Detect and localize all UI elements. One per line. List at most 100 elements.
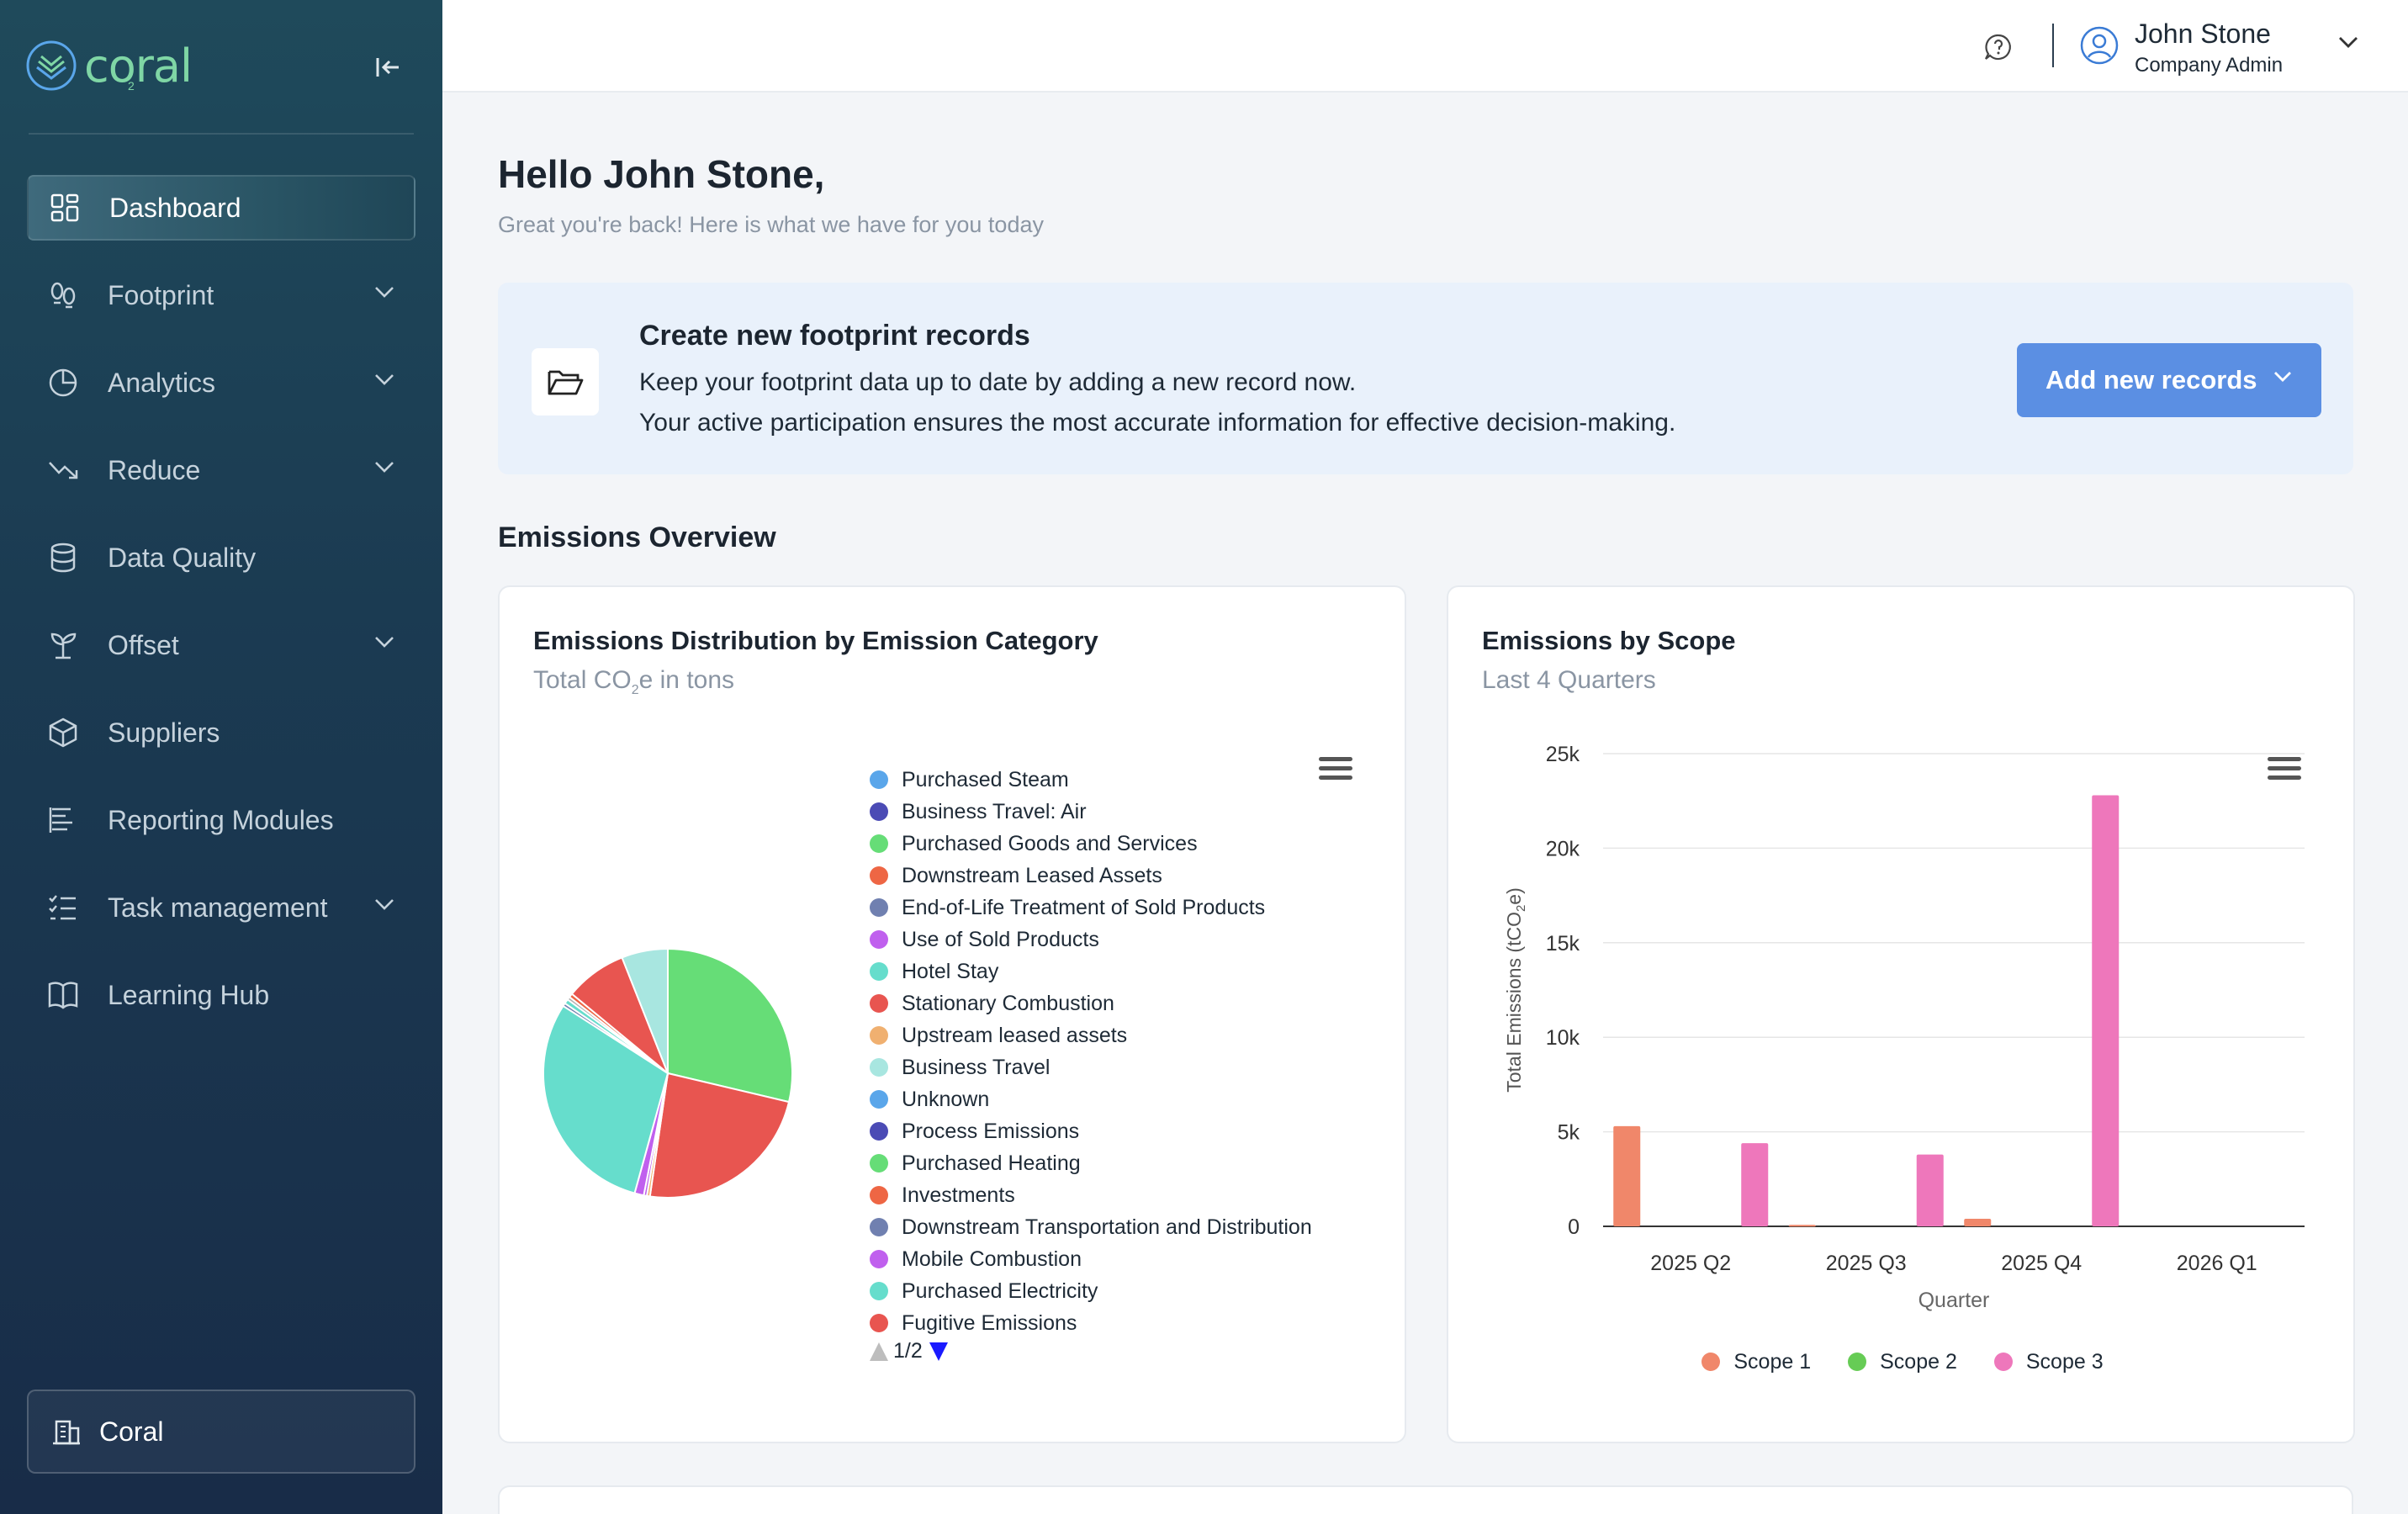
legend-item[interactable]: Purchased Goods and Services bbox=[870, 828, 1312, 860]
report-icon bbox=[47, 804, 79, 836]
header-divider bbox=[2052, 24, 2054, 67]
sidebar-item-label: Suppliers bbox=[108, 717, 220, 748]
chart-menu-hamburger-icon[interactable] bbox=[2268, 757, 2301, 786]
user-avatar-icon[interactable] bbox=[2079, 25, 2120, 66]
y-tick-label: 15k bbox=[1546, 932, 1580, 956]
legend-dot bbox=[870, 1122, 888, 1141]
building-icon bbox=[50, 1416, 82, 1448]
task-list-icon bbox=[47, 892, 79, 924]
legend-pager: 1/2 bbox=[870, 1339, 948, 1363]
sidebar-item-analytics[interactable]: Analytics bbox=[27, 350, 415, 416]
sidebar-item-data-quality[interactable]: Data Quality bbox=[27, 525, 415, 590]
legend-item[interactable]: Scope 1 bbox=[1701, 1346, 1811, 1378]
sidebar-item-offset[interactable]: Offset bbox=[27, 612, 415, 678]
bar[interactable] bbox=[1613, 1125, 1641, 1226]
plant-icon bbox=[47, 629, 79, 661]
bar[interactable] bbox=[1741, 1143, 1769, 1226]
organization-switcher[interactable]: Coral bbox=[27, 1390, 415, 1474]
pie-slice[interactable] bbox=[542, 1004, 669, 1194]
logo-subscript: 2 bbox=[128, 79, 135, 93]
legend-label: Stationary Combustion bbox=[902, 991, 1114, 1015]
legend-dot bbox=[870, 898, 888, 917]
legend-item[interactable]: Downstream Leased Assets bbox=[870, 860, 1312, 892]
legend-item[interactable]: Hotel Stay bbox=[870, 956, 1312, 987]
legend-item[interactable]: Unknown bbox=[870, 1083, 1312, 1115]
emissions-distribution-card: Emissions Distribution by Emission Categ… bbox=[498, 585, 1406, 1443]
sidebar-item-label: Data Quality bbox=[108, 542, 257, 573]
legend-dot bbox=[870, 962, 888, 981]
bar[interactable] bbox=[1916, 1154, 1944, 1226]
x-axis-label: Quarter bbox=[1918, 1289, 1990, 1312]
legend-item[interactable]: Business Travel: Air bbox=[870, 796, 1312, 828]
add-new-records-button[interactable]: Add new records bbox=[2017, 343, 2321, 417]
coral-logo[interactable]: coral 2 bbox=[25, 39, 193, 93]
sidebar-item-label: Footprint bbox=[108, 279, 214, 310]
legend-item[interactable]: Fugitive Emissions bbox=[870, 1307, 1312, 1339]
next-card bbox=[498, 1485, 2353, 1514]
sidebar-item-label: Reduce bbox=[108, 454, 201, 485]
legend-label: Unknown bbox=[902, 1087, 990, 1111]
pie-slice[interactable] bbox=[621, 947, 669, 1074]
emissions-overview-title: Emissions Overview bbox=[498, 521, 776, 553]
legend-item[interactable]: Purchased Steam bbox=[870, 764, 1312, 796]
legend-item[interactable]: Business Travel bbox=[870, 1051, 1312, 1083]
chevron-down-icon bbox=[375, 637, 394, 648]
x-tick-label: 2025 Q3 bbox=[1826, 1252, 1907, 1275]
legend-page-up-icon[interactable] bbox=[870, 1342, 888, 1361]
legend-item[interactable]: Process Emissions bbox=[870, 1115, 1312, 1147]
bar-card-title: Emissions by Scope bbox=[1482, 626, 1736, 655]
legend-item[interactable]: Scope 3 bbox=[1993, 1346, 2104, 1378]
legend-label: Downstream Leased Assets bbox=[902, 863, 1162, 887]
box-icon bbox=[47, 717, 79, 749]
user-menu-chevron-down-icon[interactable] bbox=[2337, 34, 2360, 50]
legend-dot bbox=[870, 930, 888, 949]
legend-item[interactable]: End-of-Life Treatment of Sold Products bbox=[870, 892, 1312, 924]
legend-page-down-icon[interactable] bbox=[929, 1342, 948, 1361]
legend-label: Purchased Electricity bbox=[902, 1278, 1098, 1303]
pie-legend: Purchased Steam Business Travel: Air Purch… bbox=[870, 764, 1312, 1339]
sidebar-item-label: Reporting Modules bbox=[108, 804, 334, 835]
chart-menu-hamburger-icon[interactable] bbox=[1319, 757, 1352, 786]
y-axis-label: Total Emissions (tCO2e) bbox=[1503, 887, 1528, 1093]
pie-slice[interactable] bbox=[648, 1072, 791, 1199]
legend-item[interactable]: Investments bbox=[870, 1179, 1312, 1211]
pie-chart-icon bbox=[47, 367, 79, 399]
greeting-subtitle: Great you're back! Here is what we have … bbox=[498, 212, 1044, 237]
legend-item[interactable]: Purchased Heating bbox=[870, 1147, 1312, 1179]
legend-dot bbox=[870, 1058, 888, 1077]
sidebar-item-reporting-modules[interactable]: Reporting Modules bbox=[27, 787, 415, 853]
legend-label: Use of Sold Products bbox=[902, 927, 1099, 951]
legend-dot bbox=[870, 994, 888, 1013]
legend-label: Purchased Steam bbox=[902, 767, 1069, 791]
sidebar-item-dashboard[interactable]: Dashboard bbox=[27, 175, 415, 241]
sidebar-item-label: Task management bbox=[108, 892, 328, 923]
legend-item[interactable]: Use of Sold Products bbox=[870, 924, 1312, 956]
legend-label: Business Travel bbox=[902, 1055, 1051, 1079]
x-tick-label: 2026 Q1 bbox=[2177, 1252, 2257, 1275]
footprint-icon bbox=[47, 279, 79, 311]
collapse-sidebar-button[interactable] bbox=[370, 52, 405, 82]
legend-item[interactable]: Purchased Electricity bbox=[870, 1275, 1312, 1307]
help-chat-icon[interactable] bbox=[1982, 30, 2015, 64]
sidebar-item-learning-hub[interactable]: Learning Hub bbox=[27, 962, 415, 1028]
bar[interactable] bbox=[1788, 1225, 1816, 1227]
legend-item[interactable]: Stationary Combustion bbox=[870, 987, 1312, 1019]
sidebar-item-suppliers[interactable]: Suppliers bbox=[27, 700, 415, 765]
legend-label: Purchased Goods and Services bbox=[902, 831, 1198, 855]
sidebar-item-reduce[interactable]: Reduce bbox=[27, 437, 415, 503]
legend-item[interactable]: Downstream Transportation and Distributi… bbox=[870, 1211, 1312, 1243]
legend-item[interactable]: Mobile Combustion bbox=[870, 1243, 1312, 1275]
legend-item[interactable]: Scope 2 bbox=[1848, 1346, 1957, 1378]
legend-label: Fugitive Emissions bbox=[902, 1310, 1077, 1335]
legend-item[interactable]: Upstream leased assets bbox=[870, 1019, 1312, 1051]
bar[interactable] bbox=[1964, 1219, 1992, 1226]
chevron-down-icon bbox=[375, 287, 394, 298]
bar[interactable] bbox=[2092, 795, 2120, 1226]
sidebar-item-footprint[interactable]: Footprint bbox=[27, 262, 415, 328]
sidebar-item-task-management[interactable]: Task management bbox=[27, 875, 415, 940]
legend-dot bbox=[870, 802, 888, 821]
y-tick-label: 10k bbox=[1546, 1026, 1580, 1050]
pie-slice[interactable] bbox=[667, 947, 793, 1104]
legend-dot bbox=[1848, 1353, 1867, 1371]
legend-dot bbox=[870, 1154, 888, 1173]
